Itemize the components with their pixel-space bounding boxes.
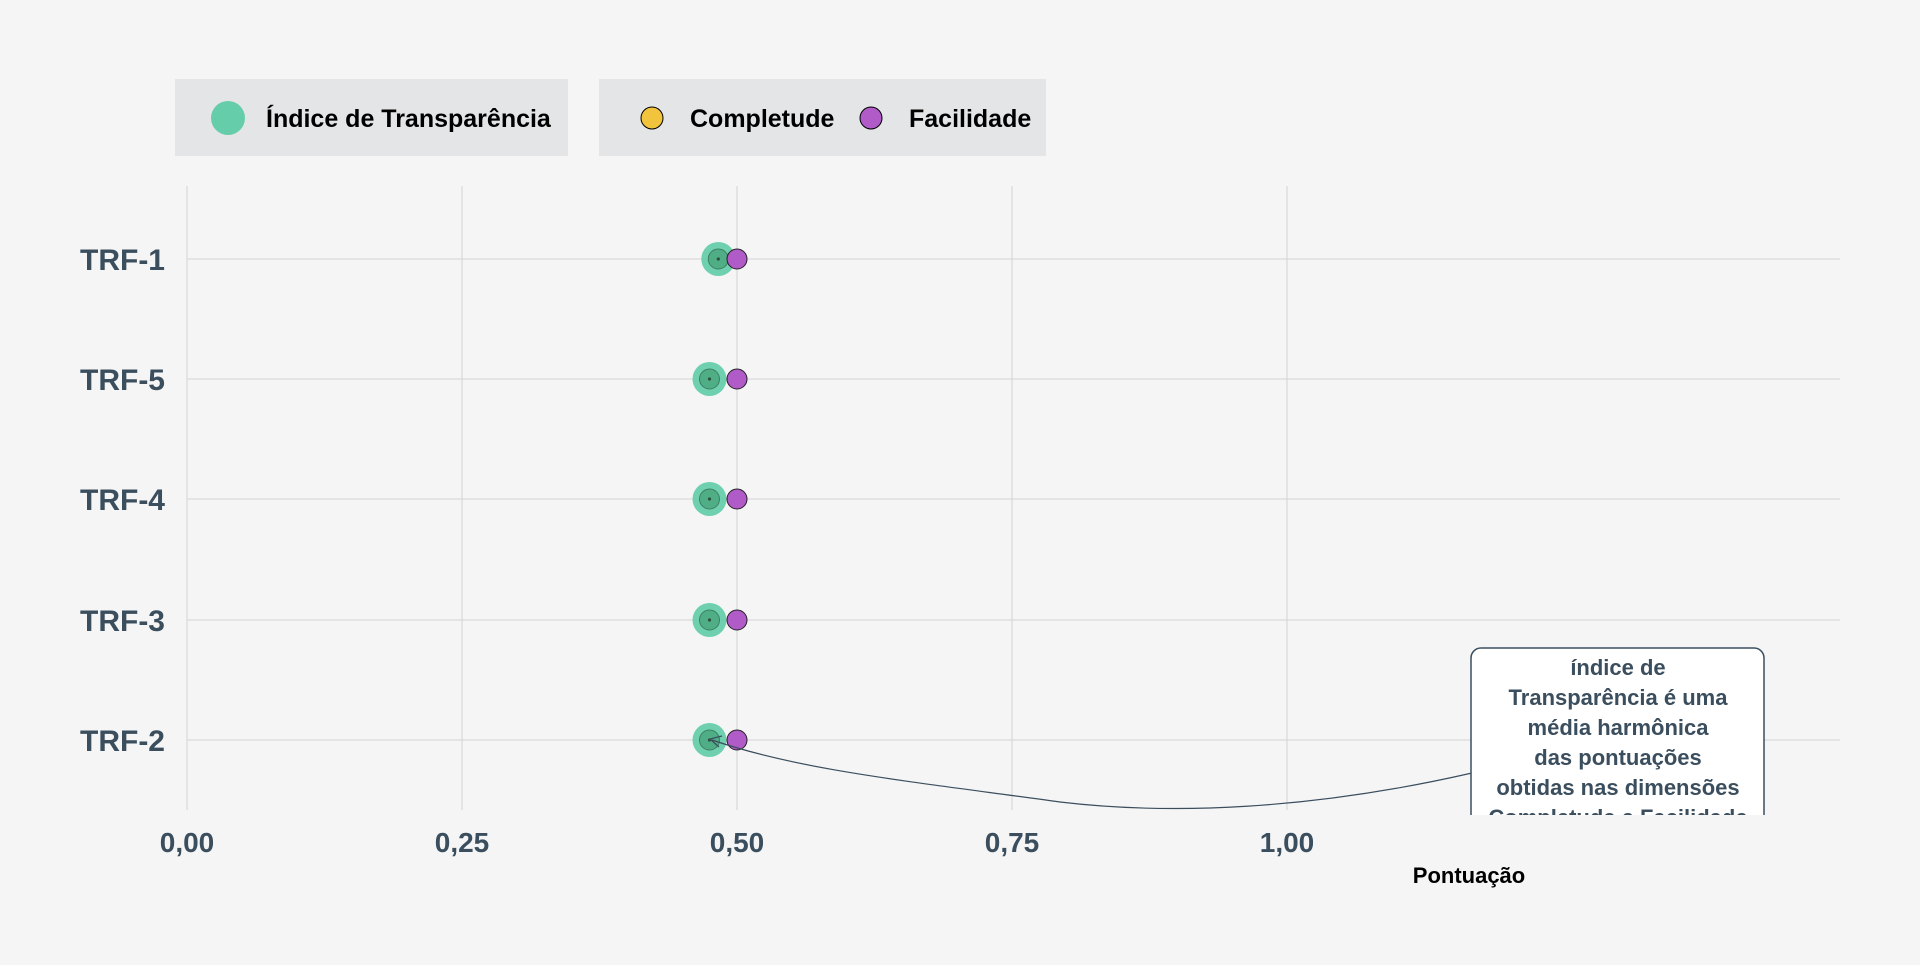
x-tick-label: 0,00 bbox=[160, 827, 215, 858]
annotation-line: obtidas nas dimensões bbox=[1496, 775, 1739, 800]
legend-label-completude: Completude bbox=[690, 105, 835, 133]
y-tick-label: TRF-4 bbox=[80, 484, 165, 517]
grid bbox=[186, 186, 1840, 810]
annotation-arrowhead bbox=[708, 735, 723, 748]
annotation-line: das pontuações bbox=[1534, 745, 1701, 770]
annotation-text: índice de Transparência é uma média harmôn… bbox=[1488, 655, 1747, 830]
y-tick-label: TRF-5 bbox=[80, 364, 165, 397]
x-axis-title: Pontuação bbox=[1413, 863, 1525, 888]
chart-marks bbox=[692, 242, 748, 757]
annotation-box bbox=[1470, 647, 1765, 815]
x-tick-label: 1,00 bbox=[1260, 827, 1315, 858]
x-tick-label: 0,50 bbox=[710, 827, 765, 858]
legend-label-indice: Índice de Transparência bbox=[266, 104, 552, 133]
annotation-line: média harmônica bbox=[1528, 715, 1710, 740]
facilidade-point bbox=[726, 368, 748, 390]
completude-point-center bbox=[707, 497, 712, 501]
x-tick-label: 0,75 bbox=[985, 827, 1040, 858]
annotation: índice de Transparência é uma média harmôn… bbox=[708, 647, 1765, 830]
annotation-line: Completude e Facilidade bbox=[1488, 805, 1747, 830]
x-tick-label: 0,25 bbox=[435, 827, 490, 858]
y-tick-label: TRF-1 bbox=[80, 244, 165, 277]
legend-key-indice bbox=[211, 101, 245, 135]
annotation-line: índice de bbox=[1570, 655, 1665, 680]
annotation-line: Transparência é uma bbox=[1509, 685, 1729, 710]
legend-key-completude bbox=[640, 106, 664, 130]
completude-point-center bbox=[707, 618, 712, 622]
completude-point-center bbox=[716, 257, 720, 261]
legend-box-dimensions bbox=[599, 79, 1046, 156]
completude-point-center bbox=[707, 377, 712, 381]
legend-key-facilidade bbox=[859, 106, 883, 130]
y-tick-label: TRF-2 bbox=[80, 725, 165, 758]
legend-label-facilidade: Facilidade bbox=[909, 105, 1031, 133]
legend: Índice de Transparência Completude Facil… bbox=[175, 79, 1046, 156]
axes: 0,00 0,25 0,50 0,75 1,00 TRF-1 TRF-5 TRF-4 TRF-3… bbox=[80, 244, 1314, 858]
facilidade-point bbox=[726, 729, 748, 751]
annotation-arrow bbox=[711, 739, 1473, 810]
facilidade-point bbox=[726, 488, 748, 510]
facilidade-point bbox=[726, 248, 748, 270]
y-tick-label: TRF-3 bbox=[80, 605, 165, 638]
facilidade-point bbox=[726, 609, 748, 631]
